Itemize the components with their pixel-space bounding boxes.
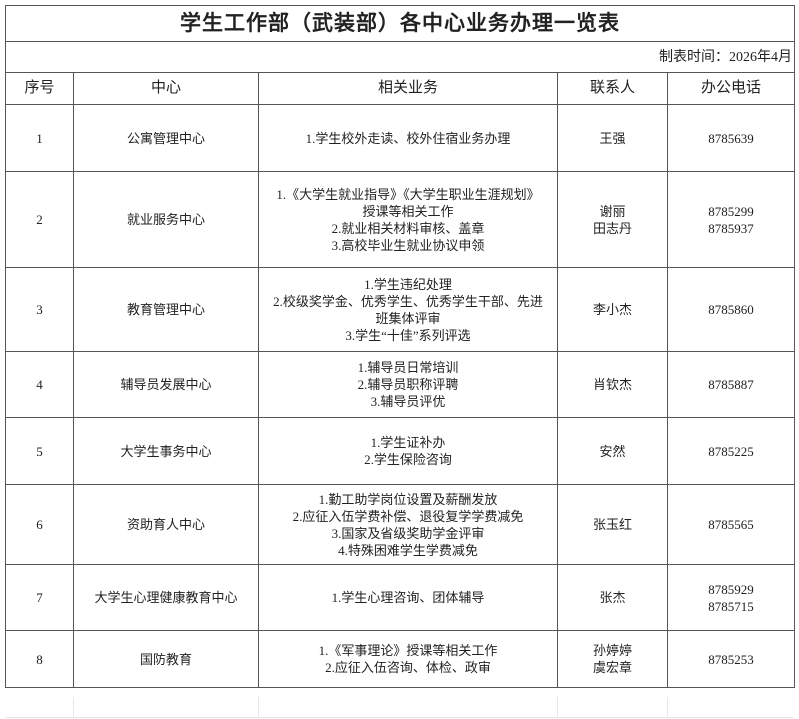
header-center[interactable]: 中心: [73, 72, 259, 105]
empty-sheet-row: [5, 697, 794, 718]
table-row: 1 公寓管理中心 1.学生校外走读、校外住宿业务办理 王强 8785639: [5, 104, 796, 172]
cell-contact[interactable]: 王强: [557, 104, 668, 172]
cell-center[interactable]: 大学生事务中心: [73, 417, 259, 485]
table-row: 4 辅导员发展中心 1.辅导员日常培训 2.辅导员职称评聘 3.辅导员评优 肖钦杰 87…: [5, 351, 796, 418]
cell-no[interactable]: 1: [5, 104, 74, 172]
table-title[interactable]: 学生工作部（武装部）各中心业务办理一览表: [4, 5, 796, 42]
cell-center[interactable]: 教育管理中心: [73, 267, 259, 352]
cell-phone[interactable]: 8785253: [666, 630, 796, 688]
cell-business[interactable]: 1.辅导员日常培训 2.辅导员职称评聘 3.辅导员评优: [258, 351, 558, 418]
cell-phone[interactable]: 8785639: [666, 104, 796, 172]
header-contact[interactable]: 联系人: [557, 72, 668, 105]
header-no[interactable]: 序号: [5, 72, 74, 105]
cell-business[interactable]: 1.学生违纪处理 2.校级奖学金、优秀学生、优秀学生干部、先进 班集体评审 3.…: [258, 267, 558, 352]
cell-contact[interactable]: 张玉红: [557, 484, 668, 565]
cell-business[interactable]: 1.学生心理咨询、团体辅导: [258, 564, 558, 631]
cell-center[interactable]: 资助育人中心: [73, 484, 259, 565]
cell-phone[interactable]: 8785565: [666, 484, 796, 565]
cell-no[interactable]: 6: [5, 484, 74, 565]
header-phone[interactable]: 办公电话: [666, 72, 796, 105]
cell-contact[interactable]: 孙婷婷 虞宏章: [557, 630, 668, 688]
cell-no[interactable]: 5: [5, 417, 74, 485]
cell-business[interactable]: 1.学生证补办 2.学生保险咨询: [258, 417, 558, 485]
table-row: 5 大学生事务中心 1.学生证补办 2.学生保险咨询 安然 8785225: [5, 417, 796, 485]
cell-no[interactable]: 3: [5, 267, 74, 352]
table-row: 2 就业服务中心 1.《大学生就业指导》《大学生职业生涯规划》 授课等相关工作 2.…: [5, 171, 796, 268]
cell-center[interactable]: 就业服务中心: [73, 171, 259, 268]
business-table: 学生工作部（武装部）各中心业务办理一览表 制表时间：2026年4月 序号 中心 …: [4, 5, 796, 688]
table-row: 7 大学生心理健康教育中心 1.学生心理咨询、团体辅导 张杰 8785929 87857…: [5, 564, 796, 631]
header-business[interactable]: 相关业务: [258, 72, 558, 105]
cell-business[interactable]: 1.勤工助学岗位设置及薪酬发放 2.应征入伍学费补偿、退役复学学费减免 3.国家…: [258, 484, 558, 565]
cell-contact[interactable]: 肖钦杰: [557, 351, 668, 418]
date-label[interactable]: 制表时间：2026年4月: [4, 41, 796, 73]
table-row: 6 资助育人中心 1.勤工助学岗位设置及薪酬发放 2.应征入伍学费补偿、退役复学学费…: [5, 484, 796, 565]
cell-center[interactable]: 公寓管理中心: [73, 104, 259, 172]
cell-center[interactable]: 大学生心理健康教育中心: [73, 564, 259, 631]
cell-contact[interactable]: 张杰: [557, 564, 668, 631]
cell-no[interactable]: 4: [5, 351, 74, 418]
cell-phone[interactable]: 8785860: [666, 267, 796, 352]
table-row: 3 教育管理中心 1.学生违纪处理 2.校级奖学金、优秀学生、优秀学生干部、先进 班…: [5, 267, 796, 352]
cell-center[interactable]: 辅导员发展中心: [73, 351, 259, 418]
cell-phone[interactable]: 8785929 8785715: [666, 564, 796, 631]
cell-business[interactable]: 1.学生校外走读、校外住宿业务办理: [258, 104, 558, 172]
cell-business[interactable]: 1.《大学生就业指导》《大学生职业生涯规划》 授课等相关工作 2.就业相关材料审…: [258, 171, 558, 268]
cell-phone[interactable]: 8785887: [666, 351, 796, 418]
cell-contact[interactable]: 谢丽 田志丹: [557, 171, 668, 268]
cell-contact[interactable]: 李小杰: [557, 267, 668, 352]
cell-center[interactable]: 国防教育: [73, 630, 259, 688]
cell-phone[interactable]: 8785299 8785937: [666, 171, 796, 268]
cell-no[interactable]: 7: [5, 564, 74, 631]
cell-business[interactable]: 1.《军事理论》授课等相关工作 2.应征入伍咨询、体检、政审: [258, 630, 558, 688]
header-row: 序号 中心 相关业务 联系人 办公电话: [5, 72, 796, 105]
cell-no[interactable]: 2: [5, 171, 74, 268]
cell-contact[interactable]: 安然: [557, 417, 668, 485]
cell-phone[interactable]: 8785225: [666, 417, 796, 485]
table-row: 8 国防教育 1.《军事理论》授课等相关工作 2.应征入伍咨询、体检、政审 孙婷婷 虞…: [5, 630, 796, 688]
cell-no[interactable]: 8: [5, 630, 74, 688]
